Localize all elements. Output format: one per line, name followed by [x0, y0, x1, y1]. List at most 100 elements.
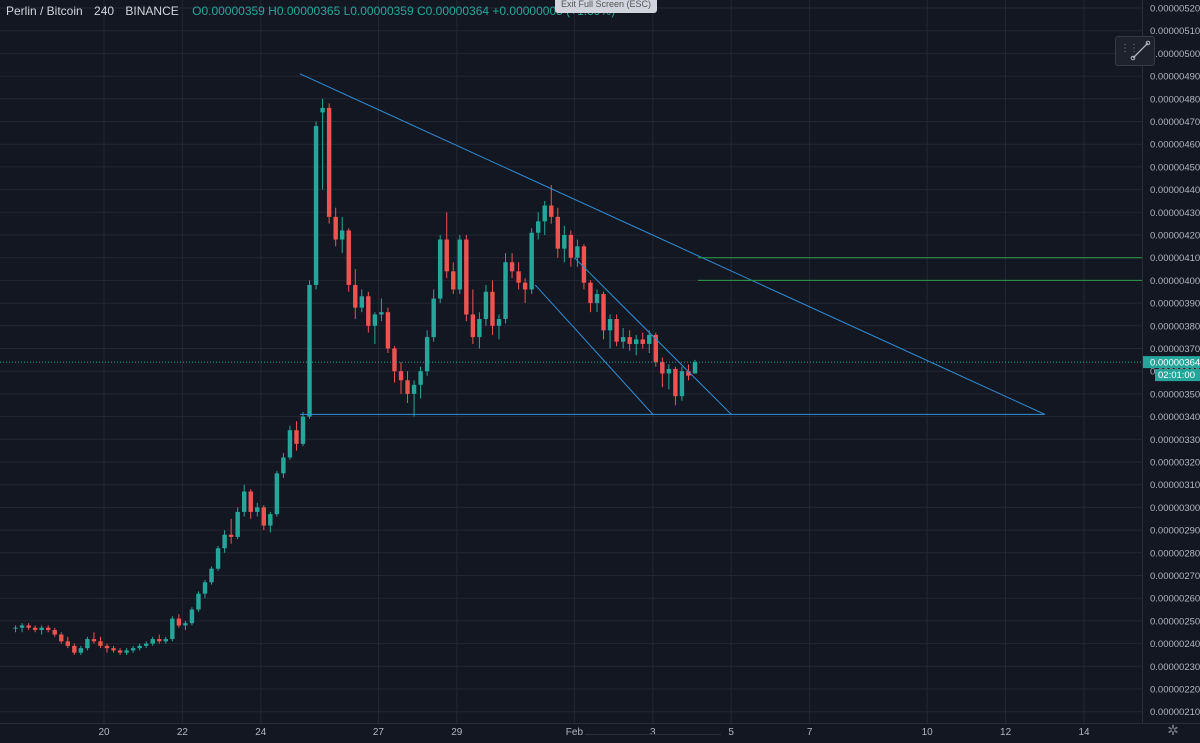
interval-label[interactable]: 240 — [94, 4, 115, 18]
candle-body — [549, 205, 554, 217]
y-tick-label: 0.00000370 — [1150, 344, 1200, 355]
candle-body — [522, 282, 528, 290]
candle-body — [215, 548, 221, 569]
candle-body — [686, 371, 691, 376]
y-tick-label: 0.00000340 — [1150, 412, 1200, 423]
candle-body — [470, 314, 476, 338]
symbol-title[interactable]: Perlin / Bitcoin — [6, 4, 83, 18]
candle-body — [536, 221, 541, 233]
candle-body — [261, 507, 266, 526]
y-tick-label: 0.00000520 — [1150, 4, 1200, 15]
candle-body — [346, 230, 351, 285]
candle-body — [555, 216, 560, 249]
candle-body — [477, 318, 482, 338]
trendline-tool-icon[interactable] — [1130, 40, 1151, 61]
candle-body — [542, 205, 547, 222]
x-tick-label: 14 — [1078, 727, 1090, 738]
candle-body — [653, 334, 658, 363]
candle-body — [529, 232, 534, 290]
candle-body — [568, 235, 574, 258]
candle-body — [307, 284, 312, 417]
x-tick-label: 20 — [98, 727, 110, 738]
y-tick-label: 0.00000380 — [1150, 321, 1200, 332]
candle-body — [157, 639, 162, 642]
y-tick-label: 0.00000510 — [1150, 26, 1200, 37]
candle-body — [124, 650, 129, 653]
x-tick-label: 5 — [728, 727, 734, 738]
candle-body — [640, 339, 645, 344]
candle-body — [431, 298, 436, 338]
candle-body — [196, 593, 201, 610]
candle-body — [163, 639, 168, 642]
y-tick-label: 0.00000450 — [1150, 162, 1200, 173]
drag-handle-icon[interactable]: ⋮⋮ — [1120, 43, 1139, 54]
y-tick-label: 0.00000210 — [1150, 707, 1200, 718]
last-price-badge — [1143, 356, 1200, 369]
candle-body — [150, 639, 155, 644]
candles — [13, 98, 698, 655]
candle-body — [202, 582, 208, 594]
candle-body — [333, 216, 338, 240]
scroll-navigation-bar[interactable] — [585, 734, 721, 743]
candle-body — [294, 430, 299, 444]
drawing-toolbar[interactable]: ⋮⋮ — [1115, 36, 1155, 66]
candle-body — [620, 337, 626, 342]
y-tick-label: 0.00000500 — [1150, 49, 1200, 60]
exchange-label: BINANCE — [125, 4, 179, 18]
y-tick-label: 0.00000280 — [1150, 548, 1200, 559]
candle-body — [666, 368, 672, 374]
falling-channel-upper — [574, 257, 732, 415]
y-tick-label: 0.00000240 — [1150, 639, 1200, 650]
candle-body — [503, 262, 508, 319]
candle-body — [575, 246, 580, 258]
candle-body — [65, 641, 70, 646]
x-tick-label: 12 — [1000, 727, 1012, 738]
exit-fullscreen-button[interactable]: Exit Full Screen (ESC) — [555, 0, 658, 13]
candle-body — [46, 627, 51, 630]
candle-body — [385, 312, 391, 349]
candle-body — [673, 368, 678, 397]
candle-body — [516, 271, 521, 283]
x-tick-label: 27 — [373, 727, 385, 738]
y-tick-label: 0.00000330 — [1150, 435, 1200, 446]
candle-body — [326, 107, 332, 217]
y-tick-label: 0.00000310 — [1150, 480, 1200, 491]
y-tick-label: 0.00000260 — [1150, 594, 1200, 605]
candle-body — [588, 282, 593, 304]
candle-body — [353, 284, 358, 308]
grid — [0, 0, 1142, 723]
candle-body — [398, 371, 404, 381]
x-tick-label: 22 — [177, 727, 189, 738]
candle-body — [72, 645, 77, 653]
candle-body — [320, 107, 325, 113]
x-tick-label: 29 — [451, 727, 463, 738]
y-tick-label: 0.00000320 — [1150, 458, 1200, 469]
candle-body — [189, 609, 195, 624]
y-tick-label: 0.00000420 — [1150, 231, 1200, 242]
candle-body — [104, 645, 110, 649]
candle-body — [340, 230, 345, 240]
candle-body — [372, 314, 378, 326]
y-tick-label: 0.00000430 — [1150, 208, 1200, 219]
candle-body — [457, 239, 462, 290]
candle-body — [170, 618, 175, 640]
candle-body — [281, 457, 286, 474]
candle-body — [242, 491, 247, 512]
y-tick-label: 0.00000490 — [1150, 72, 1200, 83]
candle-body — [359, 296, 364, 308]
candle-body — [581, 246, 587, 283]
candle-body — [209, 568, 214, 583]
candle-body — [451, 271, 456, 290]
candle-body — [78, 648, 84, 653]
candle-body — [111, 648, 116, 651]
x-tick-label: 7 — [807, 727, 813, 738]
candle-body — [91, 639, 97, 642]
candle-body — [32, 627, 38, 630]
candle-body — [464, 239, 469, 315]
gear-icon[interactable]: ✲ — [1167, 722, 1179, 738]
candle-body — [268, 514, 273, 526]
candle-body — [438, 239, 443, 299]
